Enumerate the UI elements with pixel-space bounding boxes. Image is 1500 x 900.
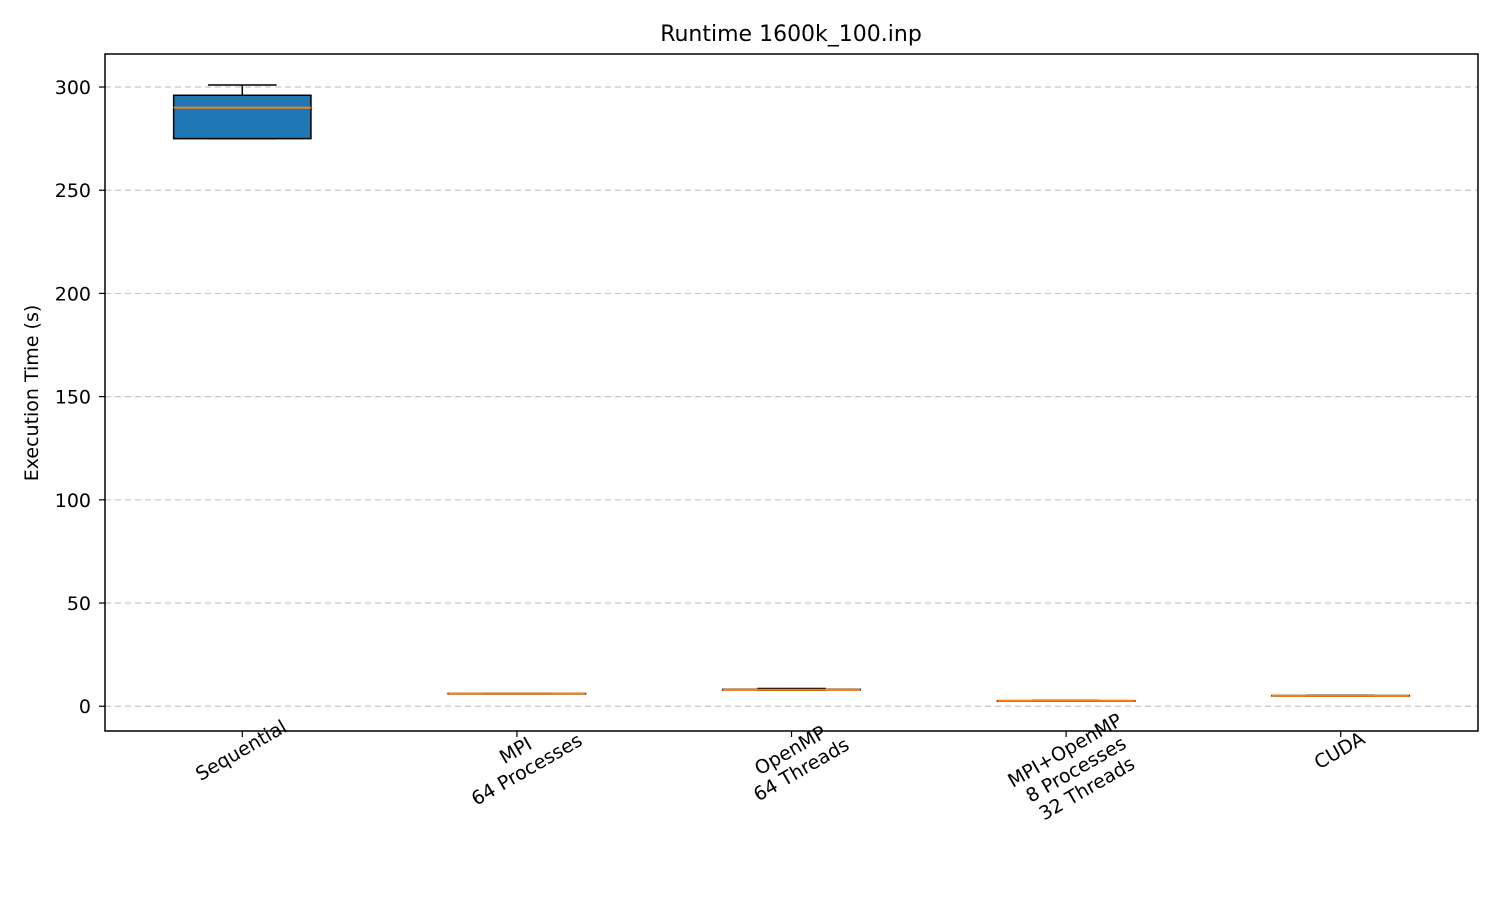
grid-lines <box>105 86 1478 707</box>
x-tick-label: OpenMP64 Threads <box>739 715 853 806</box>
x-tick-label-line: CUDA <box>1311 728 1369 774</box>
y-tick-label: 100 <box>55 490 91 512</box>
box-4 <box>1271 694 1411 697</box>
y-tick-label: 0 <box>79 696 91 718</box>
x-tick-label: MPI+OpenMP8 Processes32 Threads <box>1004 709 1148 830</box>
chart-title: Runtime 1600k_100.inp <box>660 22 922 47</box>
boxes-group <box>172 84 1411 703</box>
box-body <box>172 94 312 140</box>
box-2 <box>722 687 861 691</box>
y-axis-label: Execution Time (s) <box>21 305 43 482</box>
y-tick-label: 250 <box>55 180 91 202</box>
x-tick-label-line: Sequential <box>192 716 291 786</box>
x-axis: Sequential MPI64 Processes OpenMP64 Thread… <box>192 709 1369 830</box>
plot-frame <box>104 53 1479 732</box>
box-3 <box>996 699 1136 703</box>
box-0 <box>172 84 312 140</box>
x-tick-label: Sequential <box>192 716 291 786</box>
y-tick-label: 150 <box>55 387 91 409</box>
y-tick-label: 50 <box>67 593 91 615</box>
y-tick-label: 300 <box>55 77 91 99</box>
x-tick-label: CUDA <box>1311 728 1369 774</box>
x-tick-label: MPI64 Processes <box>457 710 586 810</box>
y-tick-label: 200 <box>55 283 91 305</box>
box-1 <box>447 692 587 695</box>
y-axis: 0 50 100 150 200 250 300 <box>55 77 105 718</box>
